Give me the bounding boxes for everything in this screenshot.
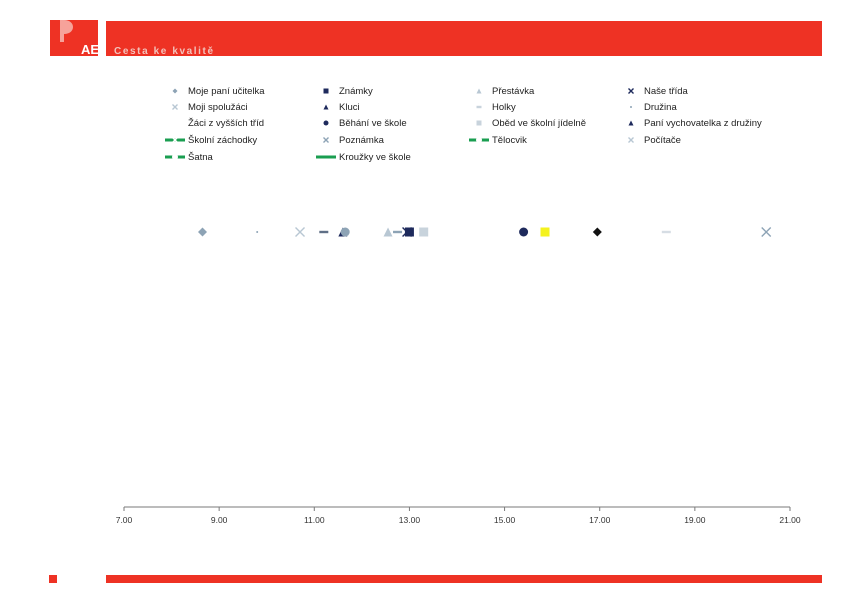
- legend-label: Tělocvik: [492, 134, 527, 146]
- data-point: [383, 227, 393, 237]
- legend-item: Oběd ve školní jídelně: [469, 116, 586, 130]
- legend-item: Moje paní učitelka: [165, 84, 265, 98]
- data-point: [319, 230, 329, 234]
- legend-swatch: [172, 88, 178, 94]
- legend-label: Moje paní učitelka: [188, 85, 265, 97]
- header-banner: Cesta ke kvalitě: [106, 21, 822, 57]
- legend-item: Moji spolužáci: [165, 100, 248, 114]
- data-point: [340, 227, 350, 237]
- x-tick-label: 13.00: [399, 515, 421, 525]
- legend-label: Oběd ve školní jídelně: [492, 117, 587, 129]
- x-tick-label: 19.00: [684, 515, 706, 525]
- legend-label: Běhání ve škole: [339, 117, 407, 129]
- data-point: [256, 231, 259, 233]
- legend-label: Šatna: [188, 151, 213, 163]
- legend-item: Tělocvik: [469, 133, 527, 147]
- legend-item: Přestávka: [469, 84, 534, 98]
- legend-swatch: [630, 106, 632, 108]
- legend-label: Školní záchodky: [188, 134, 258, 146]
- data-point: [519, 227, 529, 237]
- x-tick-label: 11.00: [304, 515, 325, 525]
- company-logo: AE: [50, 20, 98, 56]
- legend-item: Paní vychovatelka z družiny: [621, 116, 762, 130]
- legend-swatch: [165, 154, 185, 160]
- legend-swatch: [628, 137, 634, 143]
- legend-item: Kroužky ve škole: [316, 150, 411, 164]
- legend-label: Žáci z vyšších tříd: [188, 117, 265, 129]
- legend-swatch: [476, 105, 482, 109]
- legend-item: Družina: [621, 100, 677, 114]
- legend-swatch: [628, 88, 634, 94]
- data-point: [540, 227, 550, 237]
- legend-label: Přestávka: [492, 85, 535, 97]
- x-tick-label: 7.00: [116, 515, 133, 525]
- legend-swatch: [476, 120, 482, 126]
- legend-swatch: [323, 137, 329, 143]
- legend-item: Poznámka: [316, 133, 384, 147]
- legend-swatch: [469, 137, 489, 143]
- tagline: Cesta ke kvalitě: [114, 46, 215, 57]
- legend-label: Paní vychovatelka z družiny: [644, 117, 762, 129]
- logo-text: AE: [81, 42, 98, 56]
- legend-swatch: [323, 104, 329, 110]
- data-point: [761, 227, 772, 237]
- x-tick-label: 21.00: [779, 515, 801, 525]
- legend-label: Známky: [339, 85, 373, 97]
- legend-item: Naše třída: [621, 84, 688, 98]
- legend-item: Známky: [316, 84, 373, 98]
- data-point: [197, 227, 207, 237]
- legend-label: Počítače: [644, 134, 681, 146]
- legend-swatch: [628, 120, 634, 126]
- data-point: [295, 227, 306, 237]
- legend-item: Kluci: [316, 100, 360, 114]
- x-tick-label: 9.00: [211, 515, 228, 525]
- legend-item: Školní záchodky: [165, 133, 257, 147]
- legend-swatch: [165, 136, 185, 144]
- footer-square: [49, 575, 57, 583]
- x-tick-label: 15.00: [494, 515, 516, 525]
- legend-swatch: [316, 155, 336, 159]
- chart-legend: Moje paní učitelka Známky Přestávka Naše tř…: [0, 0, 842, 170]
- legend-swatch: [323, 120, 329, 126]
- legend-swatch: [172, 104, 178, 110]
- data-point: [404, 227, 414, 237]
- legend-label: Kroužky ve škole: [339, 151, 411, 163]
- legend-label: Družina: [644, 101, 677, 113]
- legend-label: Naše třída: [644, 85, 688, 97]
- x-tick-label: 17.00: [589, 515, 611, 525]
- legend-label: Moji spolužáci: [188, 101, 248, 113]
- legend-item: Žáci z vyšších tříd: [165, 116, 264, 130]
- legend-item: Holky: [469, 100, 516, 114]
- data-point: [393, 230, 403, 234]
- data-point: [592, 227, 602, 237]
- legend-item: Šatna: [165, 150, 213, 164]
- legend-swatch: [323, 88, 329, 94]
- data-point: [661, 230, 671, 234]
- legend-item: Počítače: [621, 133, 681, 147]
- legend-swatch: [476, 88, 482, 94]
- legend-label: Poznámka: [339, 134, 384, 146]
- footer-banner: [106, 575, 822, 583]
- legend-label: Holky: [492, 101, 516, 113]
- legend-item: Běhání ve škole: [316, 116, 407, 130]
- legend-label: Kluci: [339, 101, 360, 113]
- data-point: [419, 227, 429, 237]
